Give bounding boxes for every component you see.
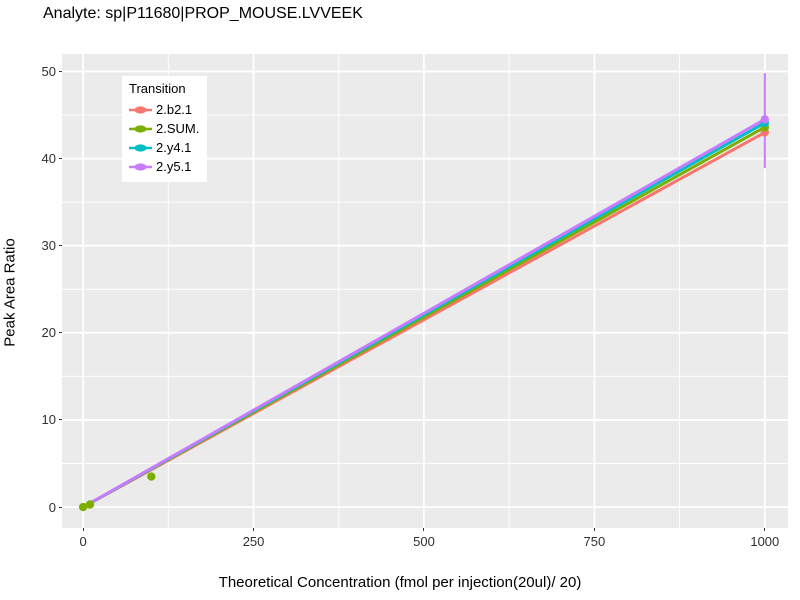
x-tick-label: 500 (413, 534, 435, 549)
x-tick-mark (764, 528, 766, 531)
legend-title: Transition (129, 81, 186, 96)
y-tick-label: 0 (48, 499, 56, 515)
x-tick-label: 1000 (750, 534, 780, 549)
legend-item-label: 2.b2.1 (156, 102, 193, 117)
y-axis-title: Peak Area Ratio (1, 238, 19, 347)
legend-item-label: 2.y4.1 (156, 140, 192, 155)
x-tick-label: 750 (583, 534, 606, 549)
y-tick-mark (59, 419, 62, 421)
legend-key-icon (129, 105, 152, 114)
legend-key-icon (129, 124, 152, 133)
x-tick-mark (253, 528, 255, 531)
legend-item-2.y5.1: 2.y5.1 (129, 157, 199, 176)
data-point-2.y5.1 (760, 115, 770, 124)
y-tick-label: 20 (41, 325, 56, 341)
x-tick-mark (423, 528, 425, 531)
chart-title: Analyte: sp|P11680|PROP_MOUSE.LVVEEK (43, 5, 363, 22)
y-tick-mark (59, 245, 62, 247)
legend-key-icon (129, 162, 152, 171)
legend-key-icon (129, 143, 152, 152)
legend-items: 2.b2.1 2.SUM. 2.y4.1 2.y5.1 (129, 100, 199, 176)
y-tick-mark (59, 70, 62, 72)
x-tick-label: 250 (242, 534, 265, 549)
y-tick-label: 50 (41, 63, 56, 79)
legend-item-2.b2.1: 2.b2.1 (129, 100, 199, 119)
x-tick-mark (593, 528, 595, 531)
data-point-2.SUM. (147, 472, 156, 481)
legend-item-2.SUM.: 2.SUM. (129, 119, 199, 138)
x-tick-label: 0 (79, 534, 87, 549)
legend: Transition 2.b2.1 2.SUM. 2.y4.1 2.y5.1 (122, 76, 208, 182)
data-point-2.SUM. (85, 500, 95, 509)
y-tick-label: 40 (41, 151, 56, 167)
legend-item-label: 2.SUM. (156, 121, 200, 136)
regression-line-2.y5.1 (81, 117, 767, 509)
legend-item-label: 2.y5.1 (156, 159, 192, 174)
y-tick-label: 10 (41, 412, 56, 428)
legend-item-2.y4.1: 2.y4.1 (129, 138, 199, 157)
data-point-2.SUM. (78, 502, 88, 512)
x-tick-mark (82, 528, 84, 531)
y-tick-label: 30 (41, 238, 56, 254)
y-tick-mark (59, 506, 62, 508)
y-tick-mark (59, 158, 62, 160)
y-tick-mark (59, 332, 62, 334)
x-axis-title: Theoretical Concentration (fmol per inje… (218, 574, 582, 591)
